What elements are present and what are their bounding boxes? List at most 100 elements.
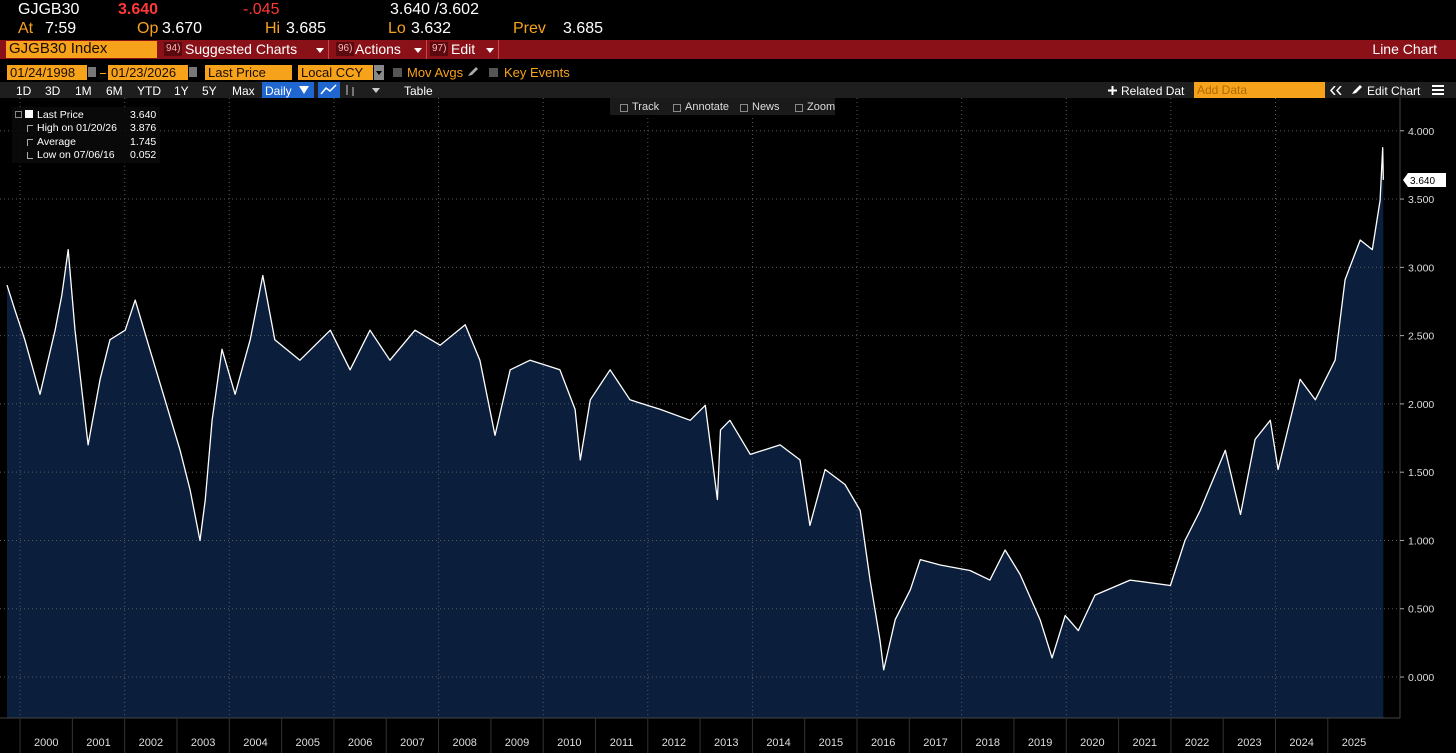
tool-icon	[673, 104, 681, 112]
y-tick-label: 1.000	[1408, 535, 1434, 547]
x-tick-label: 2011	[610, 737, 634, 749]
end-date[interactable]: 01/23/2026	[108, 65, 188, 80]
menu-bar: GJGB30 Index 94) Suggested Charts 96) Actio…	[0, 40, 1456, 59]
x-tick-label: 2012	[662, 737, 686, 749]
line-style-button[interactable]	[318, 82, 340, 98]
tool-icon	[740, 104, 748, 112]
field-selector[interactable]: Last Price	[205, 65, 292, 80]
add-data-field[interactable]: Add Data	[1194, 82, 1325, 98]
pencil-icon[interactable]	[1351, 85, 1363, 95]
legend-icon	[27, 125, 33, 132]
x-tick-label: 2015	[819, 737, 843, 749]
mov-avgs[interactable]: Mov Avgs	[407, 65, 464, 80]
x-tick-label: 2013	[714, 737, 738, 749]
x-tick-label: 2020	[1080, 737, 1104, 749]
legend-label: Last Price	[37, 109, 84, 121]
menu-number[interactable]: 96)	[336, 42, 355, 56]
legend-label: Average	[37, 135, 76, 148]
security-field[interactable]: GJGB30 Index	[6, 41, 157, 58]
period-button[interactable]: 3D	[45, 84, 61, 98]
quote-header: GJGB30 3.640 -.045 3.640 /3.602 At 7:59 Op…	[0, 0, 1456, 40]
table-button[interactable]: Table	[404, 84, 433, 98]
menu-item[interactable]: Edit	[451, 41, 476, 57]
menu-number[interactable]: 94)	[164, 42, 183, 56]
collapse-icon[interactable]	[1330, 86, 1342, 95]
currency-selector[interactable]: Local CCY	[298, 65, 373, 80]
period-button[interactable]: YTD	[137, 84, 161, 98]
pencil-icon[interactable]	[467, 67, 479, 77]
area	[7, 147, 1384, 718]
dropdown-arrow[interactable]	[316, 48, 324, 53]
legend-value: 1.745	[130, 135, 157, 148]
y-tick-label: 2.500	[1408, 331, 1434, 343]
quote-value: 3.685	[563, 20, 604, 37]
arrow-shape	[414, 48, 422, 53]
y-tick-label: 3.000	[1408, 262, 1434, 274]
x-tick-label: 2024	[1289, 737, 1313, 749]
bar-style-button[interactable]	[343, 83, 357, 97]
dropdown-arrow[interactable]	[414, 48, 422, 53]
chart-tool[interactable]: News	[752, 101, 780, 113]
quote-value: 3.632	[411, 20, 452, 37]
x-tick-label: 2006	[348, 737, 372, 749]
y-tick-label: 0.500	[1408, 604, 1434, 616]
period-button[interactable]: 1Y	[174, 84, 189, 98]
x-tick-label: 2009	[505, 737, 529, 749]
x-tick-label: 2000	[34, 737, 58, 749]
x-tick-label: 2016	[871, 737, 895, 749]
last-value-tag	[1403, 172, 1446, 187]
x-tick-label: 2007	[400, 737, 424, 749]
x-tick-label: 2005	[296, 737, 320, 749]
checkbox[interactable]	[393, 68, 402, 77]
dropdown-arrow[interactable]	[372, 88, 380, 93]
x-tick-label: 2003	[191, 737, 215, 749]
legend-value: 3.876	[130, 122, 157, 134]
chart-tool[interactable]: Zoom	[807, 101, 836, 113]
period-button[interactable]: 1M	[75, 84, 92, 98]
edit-chart[interactable]: Edit Chart	[1367, 84, 1421, 98]
key-events[interactable]: Key Events	[504, 65, 570, 80]
arrow-shape	[486, 48, 494, 53]
menu-icon[interactable]	[1432, 85, 1444, 95]
checkbox[interactable]	[489, 68, 498, 77]
dropdown-arrow[interactable]	[299, 86, 309, 94]
chart-tool[interactable]: Annotate	[685, 101, 730, 113]
menu-item[interactable]: Suggested Charts	[185, 41, 298, 57]
x-tick-label: 2018	[976, 737, 1000, 749]
y-tick-label: 3.500	[1408, 194, 1434, 206]
period-button[interactable]: 5Y	[202, 84, 217, 98]
menu-number[interactable]: 97)	[430, 42, 449, 56]
quote-label: Lo	[388, 20, 406, 37]
chart-type[interactable]: Line Chart	[1372, 41, 1437, 57]
legend-value: 0.052	[130, 149, 157, 161]
menu-item[interactable]: Actions	[355, 41, 401, 57]
legend-label: Low on 07/06/16	[37, 149, 115, 161]
legend-toggle[interactable]	[15, 111, 22, 118]
period-button[interactable]: Max	[232, 84, 255, 98]
quote-value: 3.670	[162, 20, 203, 37]
chart-tool[interactable]: Track	[632, 101, 660, 113]
x-tick-label: 2010	[557, 737, 581, 749]
start-date[interactable]: 01/24/1998	[7, 65, 87, 80]
legend-icon	[27, 138, 33, 146]
quote-value: 7:59	[45, 20, 77, 37]
period-button[interactable]: 6M	[106, 84, 123, 98]
calendar-icon[interactable]	[189, 67, 197, 77]
quote-label: Prev	[513, 20, 546, 37]
calendar-icon[interactable]	[88, 67, 96, 77]
y-axis-background	[1400, 98, 1456, 718]
period-button[interactable]: 1D	[16, 84, 32, 98]
menu-divider	[498, 40, 499, 59]
quote-value: 3.685	[286, 20, 327, 37]
related-data[interactable]: Related Dat	[1121, 84, 1185, 98]
controls-bar: 01/24/1998 01/23/2026 Last Price Local C…	[0, 63, 1456, 81]
legend-icon	[27, 152, 33, 159]
dropdown-arrow[interactable]	[486, 48, 494, 53]
last-price: 3.640	[118, 1, 159, 18]
plus-icon[interactable]	[1108, 86, 1117, 95]
frequency-button[interactable]: Daily	[265, 84, 292, 98]
dropdown-arrow[interactable]	[374, 65, 384, 80]
tool-icon	[620, 104, 628, 112]
